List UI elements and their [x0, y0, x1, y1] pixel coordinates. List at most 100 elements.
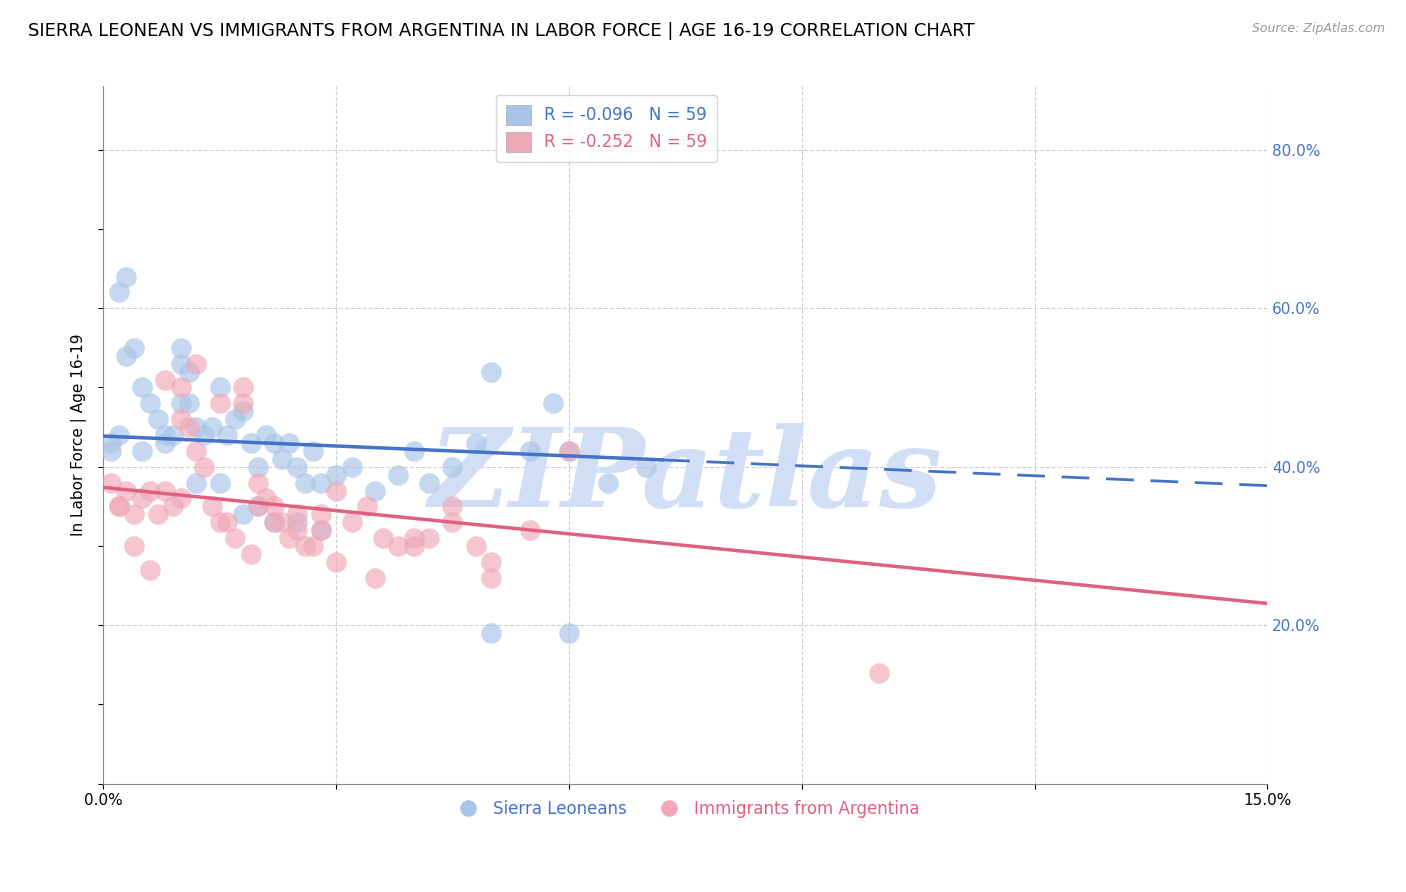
Point	[224, 531, 246, 545]
Point	[519, 523, 541, 537]
Point	[418, 531, 440, 545]
Point	[301, 539, 323, 553]
Point	[107, 500, 129, 514]
Point	[278, 436, 301, 450]
Point	[155, 483, 177, 498]
Point	[247, 500, 270, 514]
Point	[285, 508, 308, 522]
Point	[387, 467, 409, 482]
Point	[217, 515, 239, 529]
Point	[170, 396, 193, 410]
Point	[356, 500, 378, 514]
Point	[519, 443, 541, 458]
Point	[543, 396, 565, 410]
Point	[558, 443, 581, 458]
Point	[441, 459, 464, 474]
Point	[131, 443, 153, 458]
Point	[217, 428, 239, 442]
Point	[232, 396, 254, 410]
Point	[208, 396, 231, 410]
Point	[309, 508, 332, 522]
Point	[464, 436, 486, 450]
Point	[402, 539, 425, 553]
Point	[263, 515, 285, 529]
Point	[247, 459, 270, 474]
Point	[309, 523, 332, 537]
Point	[232, 508, 254, 522]
Point	[224, 412, 246, 426]
Point	[479, 571, 502, 585]
Point	[186, 357, 208, 371]
Point	[193, 459, 215, 474]
Point	[309, 523, 332, 537]
Point	[558, 626, 581, 640]
Point	[193, 428, 215, 442]
Point	[107, 500, 129, 514]
Point	[170, 357, 193, 371]
Text: ZIPatlas: ZIPatlas	[429, 423, 942, 531]
Point	[232, 404, 254, 418]
Point	[285, 523, 308, 537]
Point	[285, 459, 308, 474]
Point	[278, 531, 301, 545]
Point	[294, 539, 316, 553]
Point	[177, 365, 200, 379]
Point	[263, 436, 285, 450]
Point	[340, 515, 363, 529]
Point	[100, 436, 122, 450]
Point	[479, 555, 502, 569]
Point	[263, 500, 285, 514]
Point	[107, 285, 129, 300]
Point	[139, 396, 162, 410]
Point	[364, 571, 387, 585]
Point	[232, 380, 254, 394]
Point	[201, 500, 224, 514]
Point	[208, 475, 231, 490]
Point	[122, 341, 145, 355]
Legend: Sierra Leoneans, Immigrants from Argentina: Sierra Leoneans, Immigrants from Argenti…	[444, 793, 925, 824]
Point	[340, 459, 363, 474]
Point	[247, 500, 270, 514]
Point	[131, 491, 153, 506]
Text: Source: ZipAtlas.com: Source: ZipAtlas.com	[1251, 22, 1385, 36]
Point	[100, 475, 122, 490]
Point	[441, 500, 464, 514]
Point	[596, 475, 619, 490]
Point	[186, 420, 208, 434]
Point	[371, 531, 394, 545]
Point	[170, 491, 193, 506]
Point	[107, 428, 129, 442]
Point	[464, 539, 486, 553]
Point	[309, 475, 332, 490]
Point	[122, 508, 145, 522]
Point	[254, 428, 277, 442]
Point	[146, 412, 169, 426]
Point	[115, 269, 138, 284]
Point	[208, 380, 231, 394]
Point	[254, 491, 277, 506]
Point	[170, 412, 193, 426]
Point	[201, 420, 224, 434]
Point	[100, 443, 122, 458]
Point	[170, 341, 193, 355]
Point	[325, 555, 347, 569]
Point	[186, 443, 208, 458]
Point	[155, 436, 177, 450]
Point	[263, 515, 285, 529]
Point	[868, 665, 890, 680]
Point	[162, 500, 184, 514]
Point	[402, 443, 425, 458]
Point	[479, 626, 502, 640]
Point	[285, 515, 308, 529]
Point	[177, 396, 200, 410]
Point	[325, 483, 347, 498]
Point	[387, 539, 409, 553]
Point	[155, 373, 177, 387]
Text: SIERRA LEONEAN VS IMMIGRANTS FROM ARGENTINA IN LABOR FORCE | AGE 16-19 CORRELATI: SIERRA LEONEAN VS IMMIGRANTS FROM ARGENT…	[28, 22, 974, 40]
Point	[301, 443, 323, 458]
Point	[239, 436, 262, 450]
Point	[558, 443, 581, 458]
Point	[146, 508, 169, 522]
Point	[208, 515, 231, 529]
Point	[239, 547, 262, 561]
